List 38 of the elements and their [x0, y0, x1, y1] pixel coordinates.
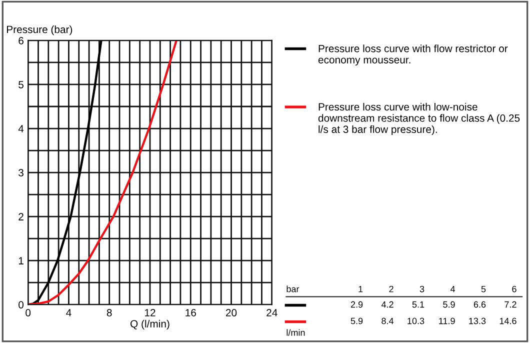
text: 2.9: [350, 301, 363, 308]
x-tick-label: 16: [186, 309, 196, 316]
y-tick-label: 0: [18, 301, 24, 308]
text: bar: [286, 286, 300, 292]
y-tick-label: 5: [18, 81, 24, 88]
text: 4.2: [381, 301, 394, 308]
text: 5.1: [412, 301, 424, 308]
text: 1: [358, 286, 363, 292]
text: 2: [389, 286, 394, 292]
text: 8.4: [382, 318, 394, 324]
y-tick-label: 2: [18, 213, 24, 220]
text: 5.9: [443, 301, 455, 308]
text: l/min: [286, 329, 305, 336]
text: 5: [481, 286, 486, 292]
text: 10.3: [408, 318, 424, 324]
text: 7.2: [504, 301, 516, 308]
y-axis-title: Pressure (bar): [7, 25, 72, 36]
text: 11.9: [439, 318, 455, 324]
y-tick-label: 3: [18, 169, 24, 176]
x-tick-label: 0: [26, 309, 31, 316]
x-tick-label: 8: [106, 309, 112, 316]
text: 5.9: [350, 318, 363, 324]
x-axis-title: Q (l/min): [130, 320, 170, 330]
x-tick-label: 4: [66, 309, 72, 316]
text: 3: [420, 286, 424, 292]
text: 13.3: [469, 318, 486, 324]
y-tick-label: 4: [18, 125, 24, 132]
text: 6.6: [474, 301, 486, 308]
text: 14.6: [500, 318, 516, 324]
text: 6: [512, 286, 516, 292]
x-tick-label: 12: [144, 309, 156, 316]
legend-label: Pressure loss curve with low-noise downstream resistance to flow class A (0.25 l/s at 3 bar flow pressure).: [318, 102, 520, 136]
x-tick-label: 24: [266, 309, 278, 316]
legend-label: Pressure loss curve with flow restrictor or economy mousseur.: [318, 44, 508, 66]
x-tick-label: 20: [226, 309, 237, 316]
y-tick-label: 6: [18, 36, 24, 44]
y-tick-label: 1: [18, 257, 24, 264]
text: 4: [450, 286, 456, 292]
